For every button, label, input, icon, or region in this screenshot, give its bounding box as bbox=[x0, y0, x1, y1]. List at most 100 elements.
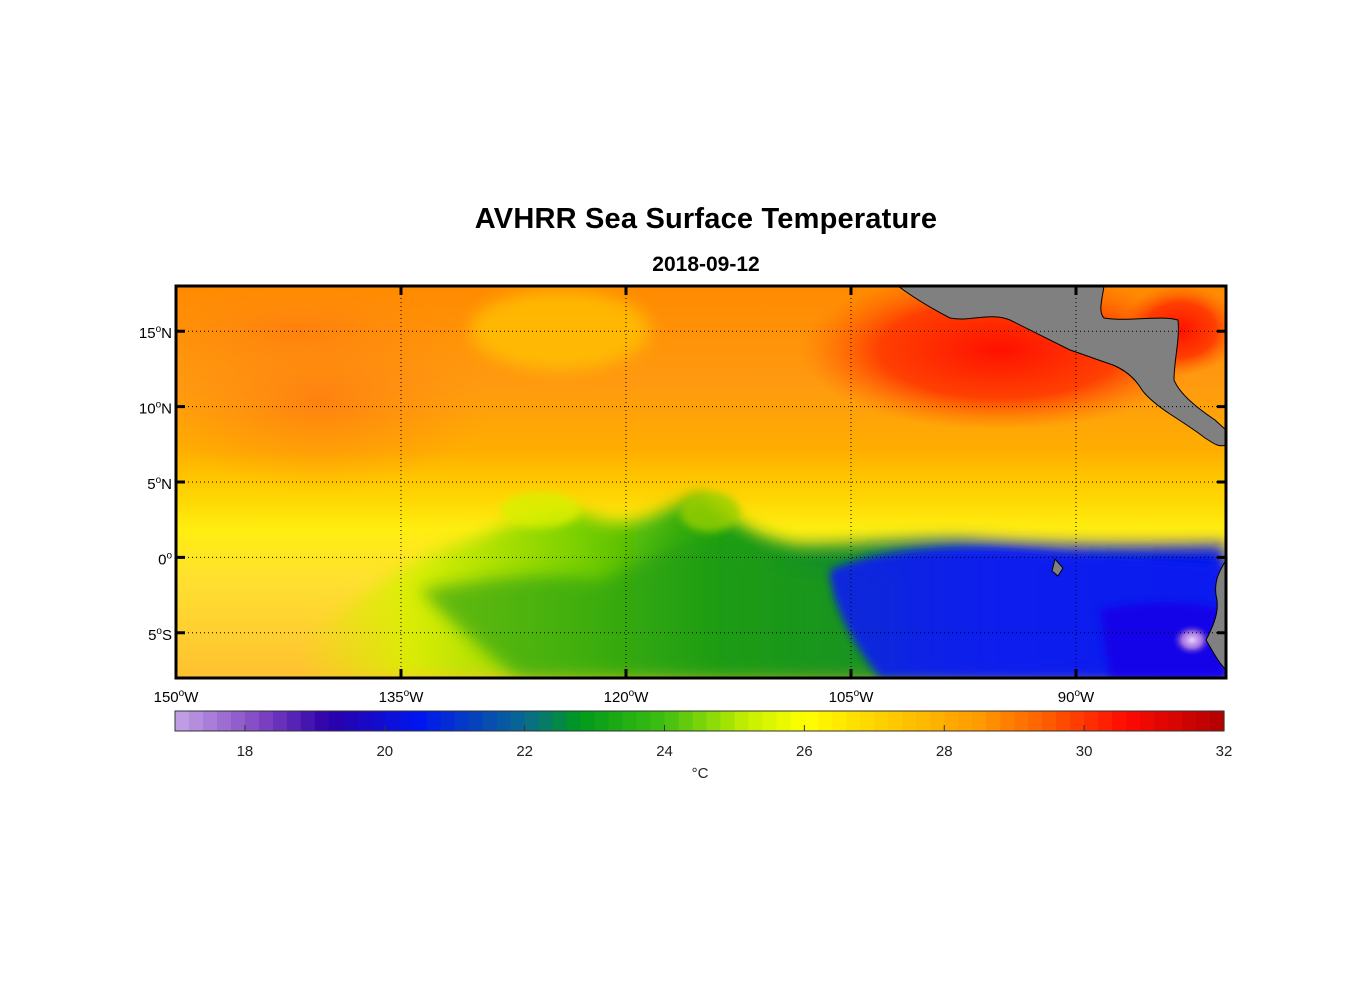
colorbar-segment bbox=[972, 711, 987, 731]
colorbar-segment bbox=[552, 711, 568, 731]
colorbar-segment bbox=[258, 711, 274, 731]
colorbar-segment bbox=[748, 711, 764, 731]
colorbar-segment bbox=[426, 711, 442, 731]
colorbar-segment bbox=[524, 711, 540, 731]
colorbar-segment bbox=[944, 711, 959, 731]
colorbar-segment bbox=[440, 711, 456, 731]
colorbar-segment bbox=[650, 711, 666, 731]
colorbar-segment bbox=[1056, 711, 1071, 731]
lat-tick-label: 0o bbox=[158, 550, 172, 568]
colorbar-segment bbox=[622, 711, 638, 731]
colorbar-tick-label: 20 bbox=[376, 743, 393, 760]
colorbar-segment bbox=[580, 711, 596, 731]
colorbar-segment bbox=[370, 711, 386, 731]
lat-tick-label: 15oN bbox=[139, 324, 172, 342]
colorbar-segment bbox=[538, 711, 554, 731]
colorbar-tick-label: 26 bbox=[796, 743, 813, 760]
colorbar-segment bbox=[776, 711, 792, 731]
colorbar-segment bbox=[1112, 711, 1127, 731]
lat-tick-label: 10oN bbox=[139, 400, 172, 418]
central-america-land bbox=[897, 286, 1226, 447]
colorbar-segment bbox=[1154, 711, 1169, 731]
chart-title: AVHRR Sea Surface Temperature bbox=[474, 203, 938, 235]
galapagos-land bbox=[1051, 557, 1064, 577]
lat-tick-label: 5oS bbox=[148, 626, 172, 644]
colorbar-segment bbox=[188, 711, 204, 731]
colorbar-segment bbox=[958, 711, 973, 731]
colorbar-segment bbox=[342, 711, 358, 731]
colorbar-segment bbox=[398, 711, 414, 731]
colorbar-segment bbox=[230, 711, 246, 731]
colorbar-segment bbox=[566, 711, 582, 731]
colorbar-segment bbox=[986, 711, 1001, 731]
lat-tick-label: 5oN bbox=[147, 475, 172, 493]
lon-tick-label: 90oW bbox=[1058, 688, 1095, 706]
colorbar-segment bbox=[846, 711, 861, 731]
colorbar-segment bbox=[594, 711, 610, 731]
colorbar-segment bbox=[314, 711, 330, 731]
colorbar-segment bbox=[1000, 711, 1015, 731]
colorbar-segment bbox=[175, 711, 190, 731]
lon-tick-label: 105oW bbox=[829, 688, 875, 706]
lon-tick-label: 135oW bbox=[379, 688, 425, 706]
map-gridlines bbox=[176, 286, 1226, 678]
colorbar-segment bbox=[804, 711, 819, 731]
colorbar-segment bbox=[272, 711, 288, 731]
colorbar-tick-label: 24 bbox=[656, 743, 673, 760]
lon-tick-label: 120oW bbox=[604, 688, 650, 706]
colorbar-segment bbox=[1126, 711, 1141, 731]
colorbar-segment bbox=[706, 711, 722, 731]
colorbar-segment bbox=[356, 711, 372, 731]
chart-date: 2018-09-12 bbox=[652, 253, 760, 276]
colorbar-segment bbox=[720, 711, 736, 731]
colorbar-segment bbox=[678, 711, 694, 731]
colorbar-segment bbox=[384, 711, 400, 731]
colorbar-segment bbox=[902, 711, 917, 731]
colorbar-segment bbox=[1042, 711, 1057, 731]
colorbar-segment bbox=[734, 711, 750, 731]
colorbar-segment bbox=[1070, 711, 1085, 731]
colorbar-segment bbox=[1182, 711, 1197, 731]
colorbar-segment bbox=[468, 711, 484, 731]
colorbar-segment bbox=[608, 711, 624, 731]
colorbar-tick-label: 32 bbox=[1216, 743, 1233, 760]
colorbar-segment bbox=[762, 711, 778, 731]
colorbar-segment bbox=[832, 711, 847, 731]
colorbar-segment bbox=[818, 711, 833, 731]
colorbar-segment bbox=[244, 711, 260, 731]
colorbar-segment bbox=[454, 711, 470, 731]
colorbar-segment bbox=[1210, 711, 1225, 731]
colorbar-segment bbox=[692, 711, 708, 731]
colorbar-segment bbox=[286, 711, 302, 731]
colorbar-segment bbox=[1098, 711, 1113, 731]
colorbar-unit-label: °C bbox=[692, 765, 709, 782]
colorbar-segment bbox=[860, 711, 875, 731]
colorbar-segment bbox=[930, 711, 945, 731]
colorbar-segment bbox=[874, 711, 889, 731]
colorbar-tick-label: 28 bbox=[936, 743, 953, 760]
colorbar-segment bbox=[1196, 711, 1211, 731]
colorbar-segment bbox=[888, 711, 903, 731]
colorbar-segment bbox=[1014, 711, 1029, 731]
colorbar-segment bbox=[412, 711, 428, 731]
colorbar-tick-label: 30 bbox=[1076, 743, 1093, 760]
lon-tick-label: 150oW bbox=[154, 688, 200, 706]
colorbar-segment bbox=[664, 711, 680, 731]
colorbar-segment bbox=[300, 711, 316, 731]
colorbar-segment bbox=[216, 711, 232, 731]
colorbar-tick-label: 22 bbox=[516, 743, 533, 760]
south-america-coast-land bbox=[1205, 559, 1226, 671]
colorbar-segment bbox=[328, 711, 344, 731]
colorbar-segment bbox=[1168, 711, 1183, 731]
colorbar-segment bbox=[510, 711, 526, 731]
colorbar-segment bbox=[1140, 711, 1155, 731]
colorbar-segment bbox=[636, 711, 652, 731]
colorbar-segment bbox=[790, 711, 805, 731]
colorbar-segment bbox=[202, 711, 218, 731]
colorbar-segment bbox=[496, 711, 512, 731]
colorbar-segment bbox=[1028, 711, 1043, 731]
map-ticks: 150oW 135oW 120oW 105oW 90oW 15oN 10oN 5oN 0o 5oS bbox=[139, 286, 1226, 706]
colorbar-segment bbox=[482, 711, 498, 731]
colorbar-tick-label: 18 bbox=[237, 743, 254, 760]
